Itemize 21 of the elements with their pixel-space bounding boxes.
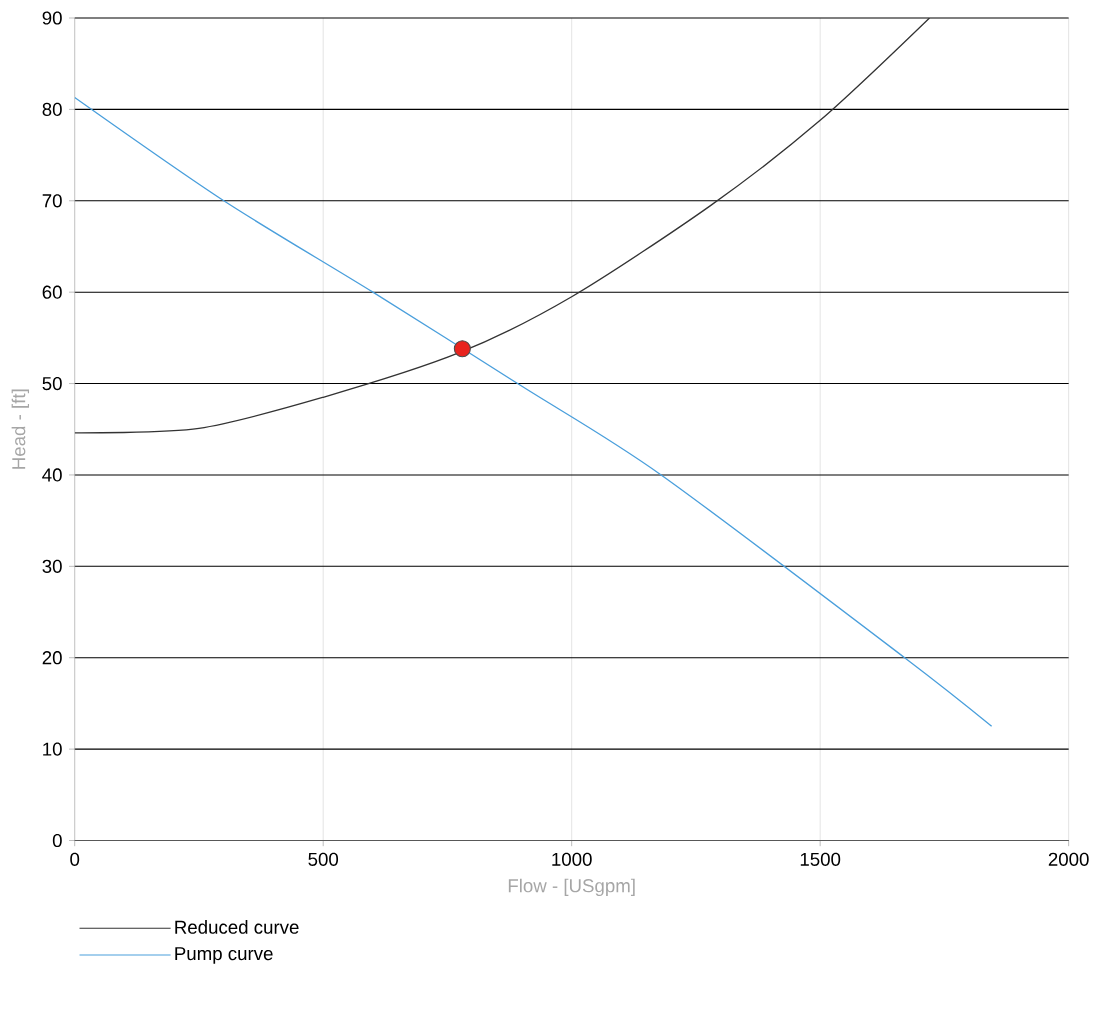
x-tick-label: 2000	[1048, 852, 1089, 866]
x-tick-label: 500	[308, 852, 339, 866]
y-tick-label: 80	[42, 102, 62, 117]
y-tick-label: 70	[42, 194, 62, 208]
x-tick-label: 1000	[552, 852, 592, 866]
y-tick-label: 90	[42, 11, 62, 25]
x-tick-label: 1500	[800, 852, 841, 866]
line-series	[74, 96, 993, 727]
line-series	[74, 18, 931, 434]
y-tick-label: 20	[42, 651, 62, 665]
y-axis-title: Head - [ft]	[11, 389, 30, 469]
y-tick-label: 30	[42, 559, 62, 573]
y-tick-label: 40	[42, 468, 62, 482]
x-axis-title: Flow - [USgpm]	[508, 878, 635, 897]
x-tick-label: 0	[70, 852, 80, 866]
y-tick-label: 10	[43, 742, 62, 756]
y-tick-label: 0	[52, 833, 62, 848]
y-tick-label: 50	[42, 376, 62, 391]
legend-label: Pump curve	[175, 947, 273, 964]
y-tick-label: 60	[42, 285, 62, 299]
legend-label: Reduced curve	[175, 920, 299, 934]
